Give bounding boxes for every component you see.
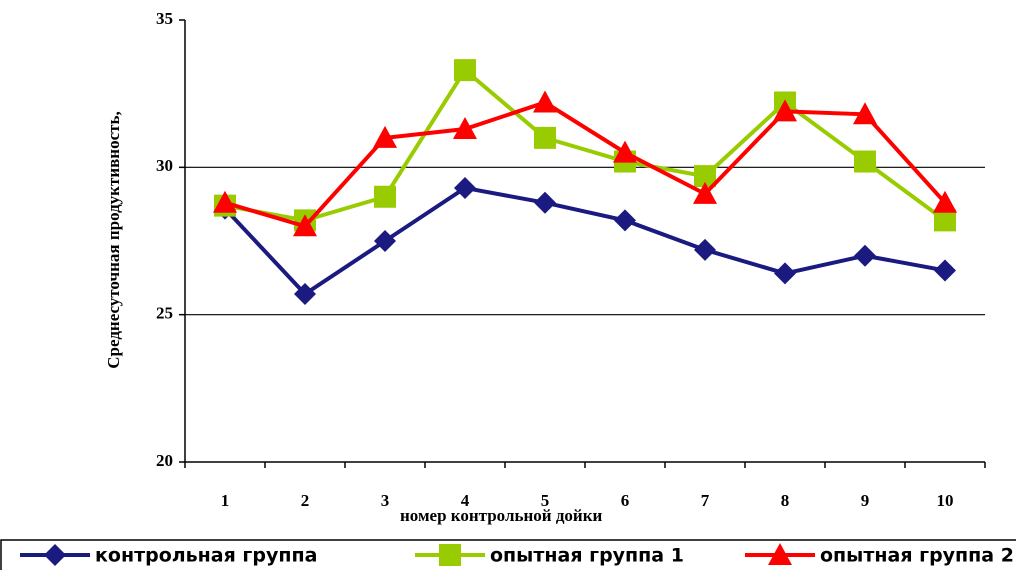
marker [854, 150, 876, 173]
marker [454, 59, 476, 82]
series-line [223, 185, 946, 297]
x-tick-label: 4 [461, 491, 470, 510]
marker [453, 117, 477, 140]
y-tick-label: 20 [156, 451, 173, 470]
x-tick-label: 10 [937, 491, 954, 510]
marker [534, 126, 556, 149]
x-tick-label: 5 [541, 491, 550, 510]
legend-box [0, 539, 1016, 570]
y-tick-label: 30 [156, 156, 173, 175]
marker [374, 185, 396, 208]
marker [534, 191, 556, 214]
marker [773, 99, 797, 122]
legend-label: опытная группа 1 [490, 545, 684, 567]
y-tick-label: 35 [156, 9, 173, 28]
x-tick-label: 6 [621, 491, 630, 510]
marker [454, 176, 476, 199]
y-tick-label: 25 [156, 304, 173, 323]
marker [933, 190, 957, 213]
marker [694, 238, 716, 261]
marker [533, 90, 557, 113]
marker [44, 544, 66, 566]
x-tick-label: 3 [381, 491, 390, 510]
marker [934, 259, 956, 282]
marker [774, 262, 796, 285]
marker [613, 140, 637, 163]
marker [213, 190, 237, 213]
marker [614, 209, 636, 232]
legend-label: контрольная группа [95, 545, 317, 567]
x-tick-label: 9 [861, 491, 870, 510]
y-axis-label: Среднесуточная продуктивность, [104, 111, 123, 368]
x-tick-label: 7 [701, 491, 710, 510]
marker [854, 244, 876, 267]
marker [293, 214, 317, 237]
series-line [224, 100, 947, 229]
marker [439, 544, 461, 566]
series-line [224, 67, 947, 223]
x-tick-label: 2 [301, 491, 310, 510]
marker [768, 543, 792, 565]
marker [934, 209, 956, 232]
marker [853, 102, 877, 125]
marker [373, 125, 397, 148]
marker [694, 165, 716, 188]
marker [374, 230, 396, 252]
x-axis-label: номер контрольной дойки [400, 506, 603, 525]
marker [294, 283, 316, 306]
marker [693, 181, 717, 204]
legend-label: опытная группа 2 [820, 545, 1014, 567]
x-tick-label: 1 [221, 491, 230, 510]
x-tick-label: 8 [781, 491, 790, 510]
